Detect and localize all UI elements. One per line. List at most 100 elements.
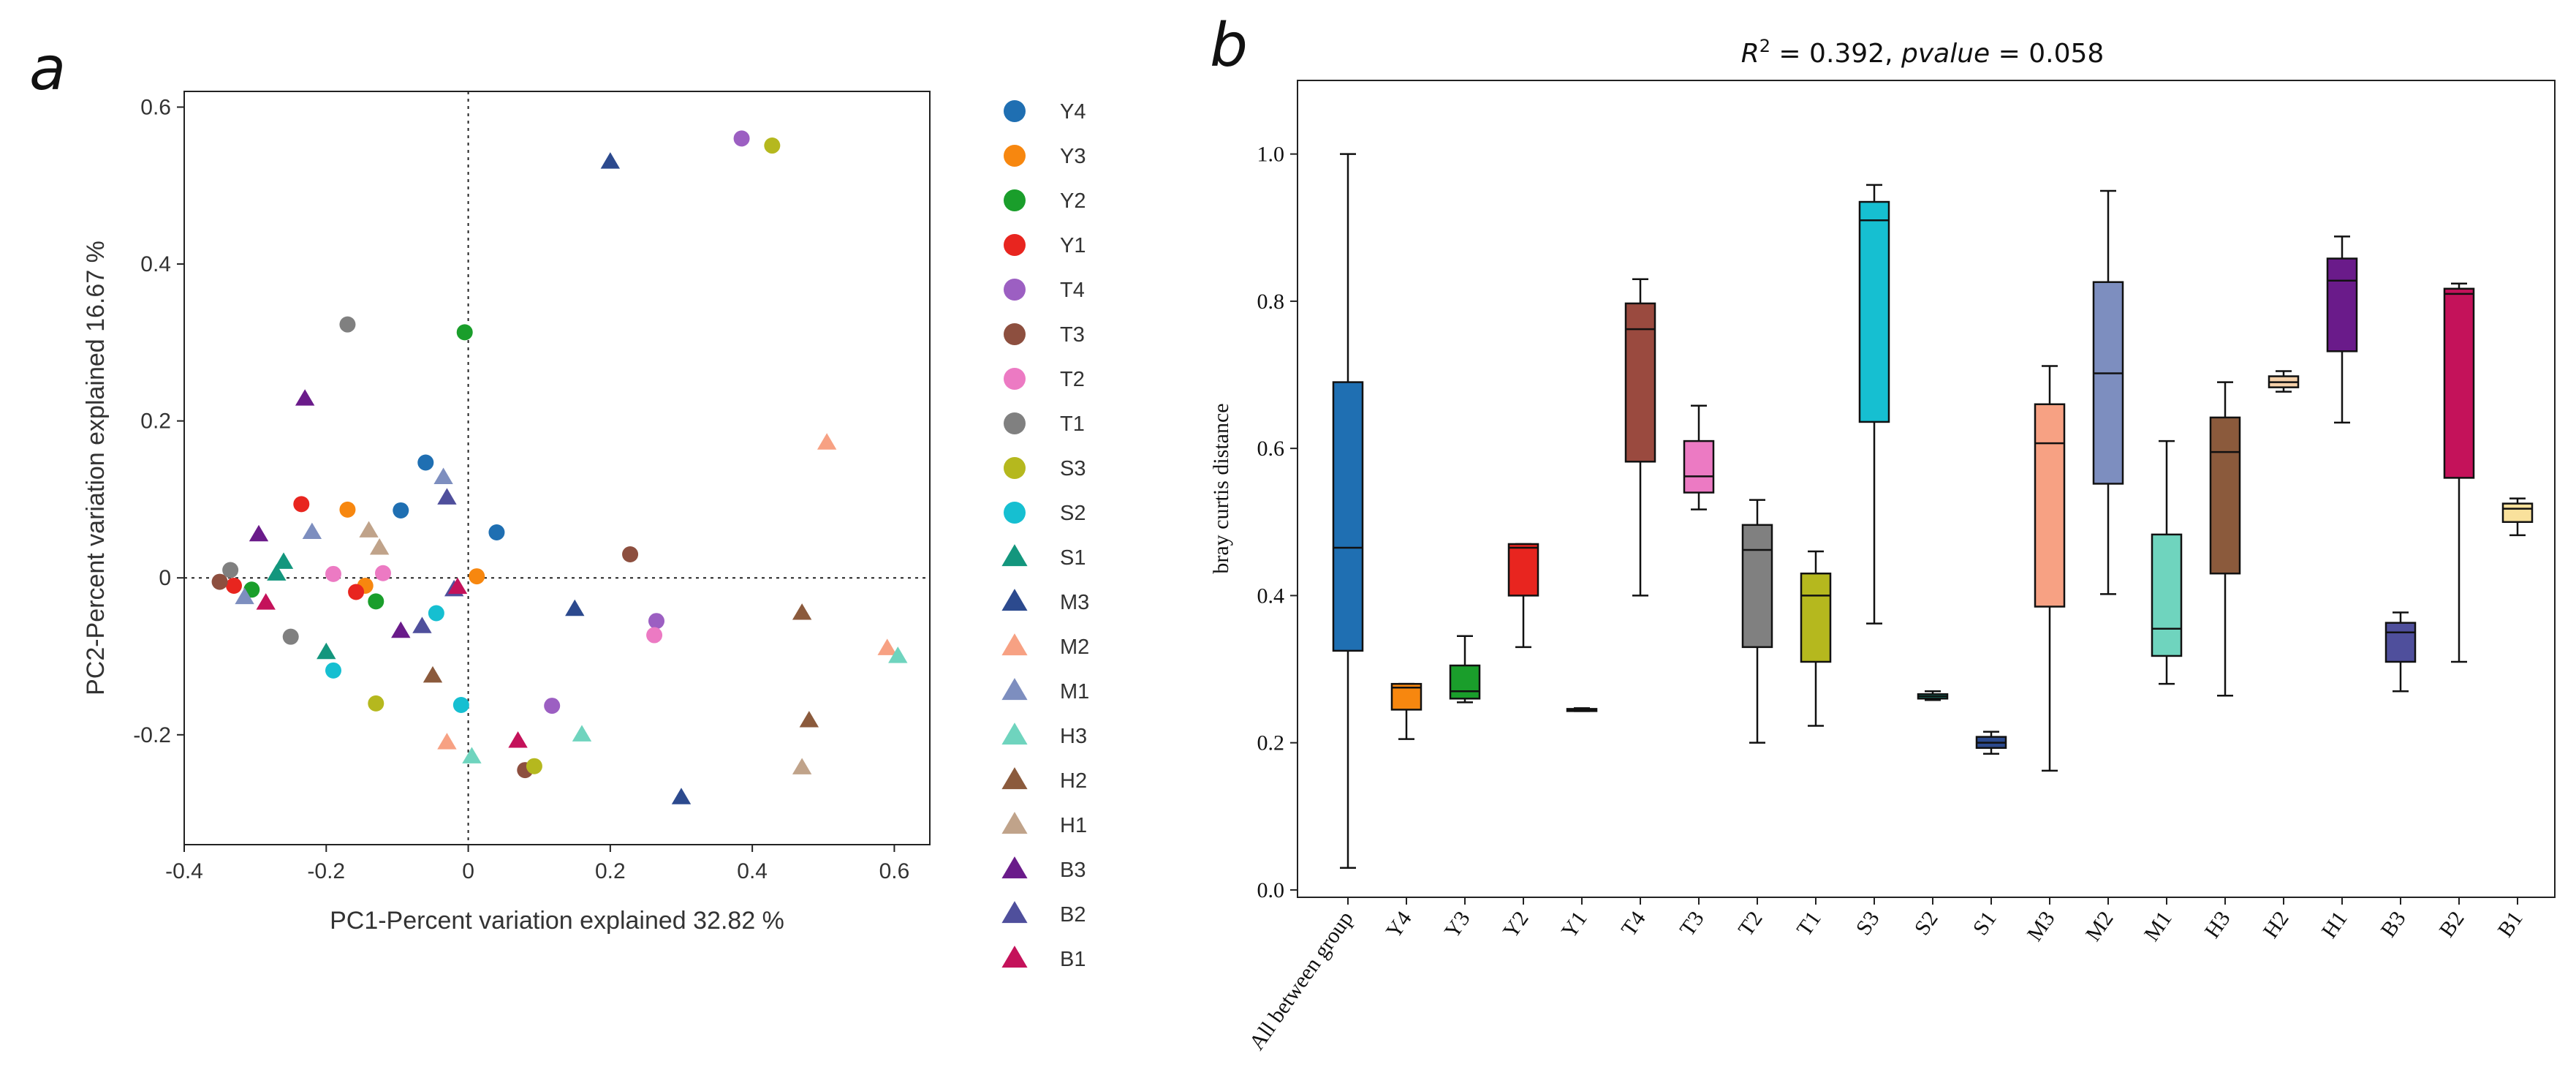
legend-marker-s3 [1004, 457, 1026, 479]
legend-label-s2: S2 [1060, 502, 1086, 525]
box-t2 [1741, 499, 1773, 744]
title-superscript: 2 [1759, 36, 1770, 56]
point-t1 [339, 316, 356, 333]
point-y2 [368, 593, 384, 610]
box-m1 [2151, 440, 2183, 685]
legend-marker-m2 [1001, 633, 1028, 656]
x-tick-label: S3 [1852, 907, 1884, 940]
point-m3 [600, 152, 621, 169]
point-t2 [375, 565, 391, 581]
point-b1 [508, 731, 528, 748]
point-m1 [433, 467, 453, 484]
x-tick-label: Y3 [1440, 907, 1475, 943]
boxplot-y-axis-label: bray curtis distance [1209, 403, 1233, 573]
box-h1 [2326, 235, 2358, 424]
box-body [1800, 572, 1832, 663]
point-y3 [339, 501, 356, 518]
point-t3 [211, 573, 228, 590]
point-m2 [817, 433, 837, 450]
legend-label-y1: Y1 [1060, 234, 1086, 257]
point-s3 [526, 758, 542, 774]
x-tick-label: T1 [1792, 907, 1826, 940]
point-h2 [799, 711, 819, 728]
legend-marker-m1 [1001, 678, 1028, 701]
point-h1 [359, 521, 379, 538]
point-b1 [256, 593, 276, 610]
point-t4 [733, 130, 750, 147]
box-body [1507, 543, 1539, 597]
legend-marker-y4 [1004, 100, 1026, 122]
x-tick-label: B1 [2493, 907, 2528, 942]
point-s3 [764, 137, 781, 154]
point-h1 [369, 538, 390, 555]
point-t1 [222, 562, 239, 578]
title-pvalue-value: = 0.058 [1990, 39, 2104, 69]
legend-marker-t2 [1004, 368, 1026, 390]
box-t1 [1800, 550, 1832, 727]
x-tick-label: Y1 [1557, 907, 1592, 943]
y-tick-label: 0.4 [140, 252, 171, 276]
box-body [2151, 533, 2183, 657]
box-h3 [2209, 381, 2241, 697]
x-tick-label: T2 [1734, 907, 1768, 940]
point-y1 [348, 584, 365, 600]
box-body [1858, 200, 1890, 423]
box-body [2209, 416, 2241, 575]
point-h1 [792, 758, 812, 774]
point-b2 [437, 488, 457, 505]
box-body [1332, 381, 1364, 652]
point-y1 [226, 577, 242, 594]
legend-marker-t3 [1004, 323, 1026, 345]
title-r2-value: = 0.392, [1770, 39, 1901, 69]
point-s1 [267, 564, 287, 581]
box-t3 [1683, 404, 1715, 510]
x-tick-label: M1 [2140, 907, 2177, 946]
legend-label-m2: M2 [1060, 635, 1089, 659]
legend-label-m1: M1 [1060, 680, 1089, 704]
x-tick-label: T3 [1675, 907, 1709, 940]
x-tick-label: H2 [2259, 907, 2294, 943]
legend-label-y4: Y4 [1060, 100, 1086, 124]
x-tick-label: 0.4 [737, 859, 768, 883]
scatter-x-axis-label: PC1-Percent variation explained 32.82 % [330, 907, 784, 935]
point-h2 [423, 665, 443, 683]
legend-marker-m3 [1001, 589, 1028, 611]
y-tick-label: 0.2 [140, 410, 171, 434]
legend-label-t1: T1 [1060, 412, 1085, 436]
box-all-between-group [1332, 153, 1364, 869]
reference-lines [184, 91, 930, 845]
point-s2 [428, 605, 444, 622]
x-tick-label: T4 [1617, 907, 1651, 940]
box-body [1741, 524, 1773, 649]
legend-marker-b3 [1001, 856, 1028, 879]
x-tick-label: All between group [1245, 907, 1358, 1055]
legend-label-s1: S1 [1060, 546, 1086, 570]
point-t2 [325, 565, 341, 582]
x-tick-label: B3 [2376, 907, 2411, 942]
legend-label-t3: T3 [1060, 323, 1085, 347]
point-b1 [447, 577, 468, 595]
box-m3 [2034, 365, 2066, 772]
x-tick-label: M3 [2023, 907, 2060, 946]
box-body [2384, 622, 2417, 663]
y-tick-label: 0.8 [1257, 290, 1285, 314]
y-tick-label: 0 [159, 566, 171, 590]
legend-label-t4: T4 [1060, 279, 1085, 302]
point-m3 [565, 599, 585, 616]
legend-label-b2: B2 [1060, 903, 1086, 927]
box-y2 [1507, 543, 1539, 649]
scatter-points [211, 130, 908, 804]
point-t2 [646, 627, 663, 644]
box-body [2501, 502, 2534, 524]
legend-label-h3: H3 [1060, 725, 1087, 748]
point-y2 [456, 324, 473, 341]
point-t4 [648, 613, 664, 630]
point-y3 [469, 568, 485, 585]
x-tick-label: 0 [462, 859, 474, 883]
box-s1 [1975, 731, 2007, 755]
box-body [2034, 403, 2066, 608]
legend-marker-s2 [1004, 502, 1026, 524]
point-m1 [302, 522, 322, 540]
legend-label-t2: T2 [1060, 368, 1085, 391]
